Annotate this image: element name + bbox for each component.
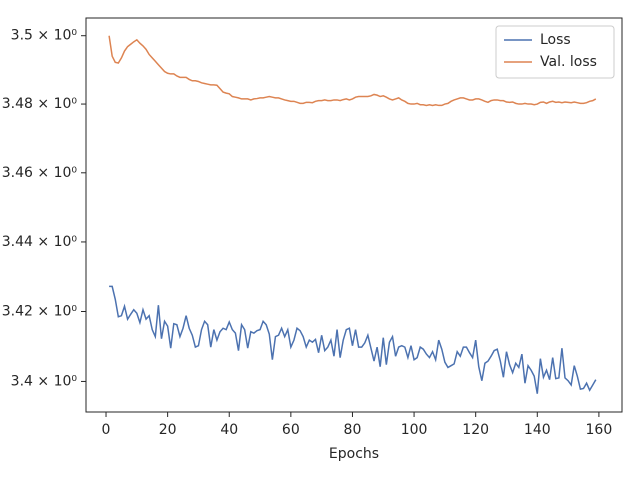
line-series [108, 35, 597, 107]
x-tick-label: 0 [102, 422, 111, 438]
y-tick-label: 3.48 × 10⁰ [2, 96, 78, 112]
y-tick-label: 3.44 × 10⁰ [2, 234, 78, 250]
legend-box [495, 25, 615, 79]
line-series [109, 285, 597, 394]
x-tick-label: 80 [344, 422, 362, 438]
y-tick-label: 3.4 × 10⁰ [11, 373, 78, 389]
axes-frame [85, 17, 623, 413]
x-tick-label: 60 [282, 422, 300, 438]
x-axis-label: Epochs [329, 446, 379, 462]
y-tick-label: 3.46 × 10⁰ [2, 165, 78, 181]
x-tick-label: 160 [586, 422, 613, 438]
x-tick-label: 20 [159, 422, 177, 438]
legend-label: Loss [540, 32, 571, 48]
x-tick-label: 40 [220, 422, 238, 438]
y-tick-label: 3.42 × 10⁰ [2, 303, 78, 319]
y-tick-label: 3.5 × 10⁰ [11, 28, 78, 44]
x-tick-label: 120 [462, 422, 489, 438]
x-tick-label: 140 [524, 422, 551, 438]
legend-label: Val. loss [540, 54, 597, 70]
x-tick-label: 100 [401, 422, 428, 438]
